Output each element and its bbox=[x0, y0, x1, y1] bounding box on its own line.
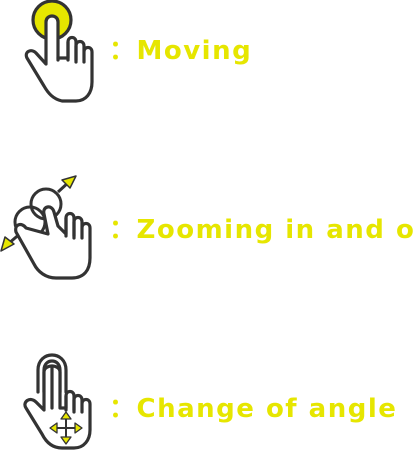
one-finger-tap-icon bbox=[24, 0, 94, 103]
gesture-row-zooming: ：Zooming in and out bbox=[0, 170, 417, 290]
change-of-angle-label: ：Change of angle bbox=[109, 394, 398, 424]
gesture-row-angle: ：Change of angle bbox=[0, 348, 417, 465]
two-finger-drag-icon bbox=[23, 353, 92, 450]
zooming-label: ：Zooming in and out bbox=[109, 215, 417, 245]
moving-label: ：Moving bbox=[109, 36, 253, 66]
two-finger-pinch-icon bbox=[0, 175, 92, 280]
gesture-row-moving: ：Moving bbox=[0, 0, 417, 110]
